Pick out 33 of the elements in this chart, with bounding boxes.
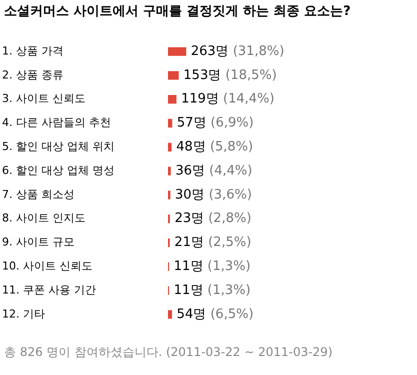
- data-label: 119명 (14,4%): [181, 92, 274, 107]
- bar: [168, 95, 176, 104]
- y-tick-label: 7. 상품 희소성: [2, 188, 74, 201]
- y-tick-label: 10. 사이트 신뢰도: [2, 260, 92, 273]
- data-label: 11명 (1,3%): [174, 259, 251, 274]
- y-tick-label: 9. 사이트 규모: [2, 236, 74, 249]
- data-label: 23명 (2,8%): [174, 211, 252, 226]
- y-tick-label: 4. 다른 사람들의 추천: [2, 116, 111, 130]
- y-tick-label: 1. 상품 가격: [2, 44, 64, 58]
- text: 총 826 명이 참여하셨습니다. (2011-03-22 ~ 2011-03-29): [4, 344, 332, 361]
- data-label: 30명 (3,6%): [175, 187, 252, 202]
- bar: [168, 47, 186, 56]
- y-tick-label: 8. 사이트 인지도: [2, 212, 86, 225]
- y-tick-label: 12. 기타: [2, 307, 45, 320]
- bar: [168, 142, 172, 152]
- data-label: 36명 (4,4%): [175, 163, 252, 178]
- y-tick-label: 3. 사이트 신뢰도: [2, 92, 86, 106]
- bar: [168, 166, 171, 176]
- data-label: 11명 (1,3%): [174, 282, 251, 298]
- bar: [168, 71, 179, 80]
- data-label: 54명 (6,5%): [176, 306, 254, 322]
- bar: [168, 310, 172, 319]
- y-tick-label: 2. 상품 종류: [2, 68, 64, 82]
- y-tick-label: 6. 할인 대상 업체 명성: [2, 164, 114, 177]
- data-label: 21명 (2,5%): [174, 235, 252, 250]
- data-label: 263명 (31,8%): [190, 44, 284, 59]
- y-tick-label: 5. 할인 대상 업체 위치: [2, 140, 114, 154]
- data-label: 48명 (5,8%): [176, 140, 254, 155]
- data-label: 153명 (18,5%): [183, 68, 277, 83]
- bar: [168, 118, 172, 128]
- y-tick-label: 11. 쿠폰 사용 기간: [2, 283, 96, 296]
- chart-title: 소셜커머스 사이트에서 구매를 결정짓게 하는 최종 요소는?: [4, 3, 351, 20]
- data-label: 57명 (6,9%): [176, 116, 254, 131]
